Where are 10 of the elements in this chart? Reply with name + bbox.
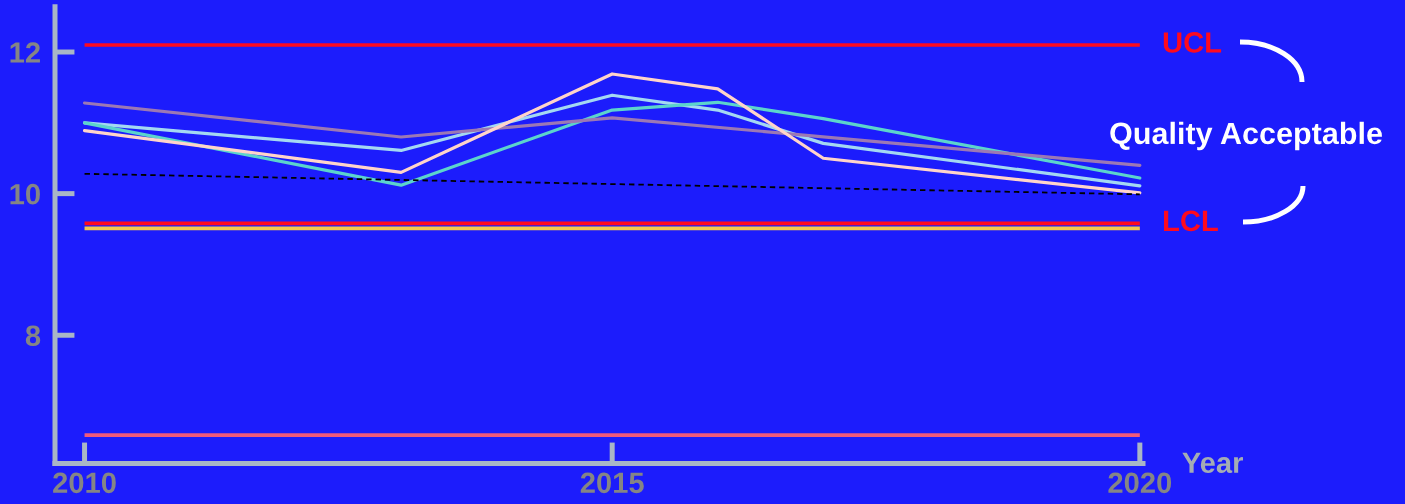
ref-line-label: LCL — [1164, 210, 1218, 232]
x-tick-label: 2015 — [580, 472, 644, 494]
ref-line-label: UCL — [1163, 32, 1222, 53]
x-axis-title: Year — [1182, 452, 1244, 474]
y-tick-label: 8 — [25, 325, 41, 347]
annotation: Quality Acceptable — [1110, 121, 1382, 151]
y-tick-label: 10 — [10, 183, 40, 205]
y-tick-label: 12 — [10, 42, 40, 63]
x-tick-label: 2010 — [53, 472, 116, 494]
x-tick-label: 2020 — [1108, 472, 1172, 494]
